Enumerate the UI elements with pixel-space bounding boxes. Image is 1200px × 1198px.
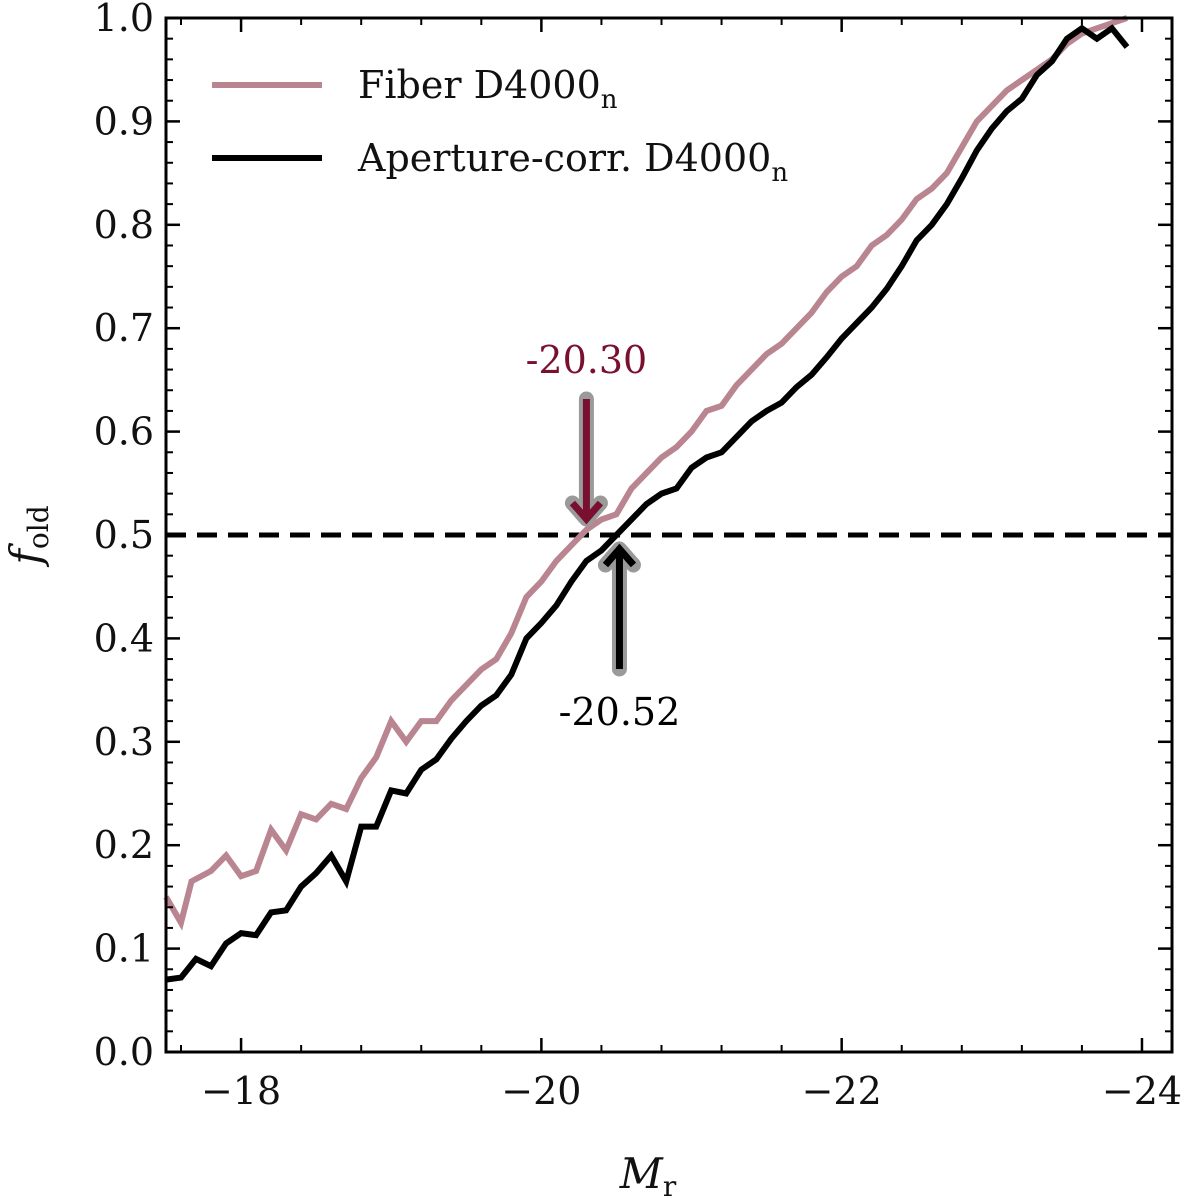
y-tick-label: 0.8	[94, 203, 154, 247]
y-tick-label: 0.7	[94, 306, 154, 350]
series-line-aperture-corr	[165, 24, 1130, 983]
x-axis-label: Mr	[619, 1149, 677, 1198]
y-tick-label: 1.0	[94, 0, 154, 40]
x-tick-label: −24	[1102, 1069, 1182, 1113]
annotation-arrow-20-30	[564, 391, 608, 527]
annotations: -20.30 -20.52	[526, 338, 681, 734]
x-tick-label: −18	[201, 1069, 281, 1113]
legend: Fiber D4000n Aperture-corr. D4000n	[212, 63, 788, 188]
y-tick-label: 0.1	[94, 927, 154, 971]
series-line-fiber	[163, 15, 1128, 931]
series-layer	[163, 15, 1130, 983]
x-tick-label: −20	[501, 1069, 581, 1113]
y-tick-label: 0.6	[94, 410, 154, 454]
legend-label-fiber: Fiber D4000n	[358, 63, 618, 115]
y-tick-label: 0.3	[94, 720, 154, 764]
annotation-label: -20.52	[559, 690, 681, 734]
y-tick-label: 0.2	[94, 823, 154, 867]
y-tick-label: 0.5	[94, 513, 154, 557]
y-tick-label: 0.0	[94, 1030, 154, 1074]
legend-label-aperture-corr: Aperture-corr. D4000n	[357, 136, 788, 188]
annotation-label: -20.30	[526, 338, 648, 382]
y-tick-label: 0.4	[94, 616, 154, 660]
y-axis-label: fold	[1, 505, 55, 567]
y-tick-label: 0.9	[94, 99, 154, 143]
ticks-layer: 0.0 0.1 0.2 0.3 0.4 0.5 0.6 0.7 0.8 0.9 1.0 −18 −20 −…	[94, 0, 1183, 1113]
annotation-arrow-20-52	[597, 541, 641, 677]
x-tick-label: −22	[802, 1069, 882, 1113]
